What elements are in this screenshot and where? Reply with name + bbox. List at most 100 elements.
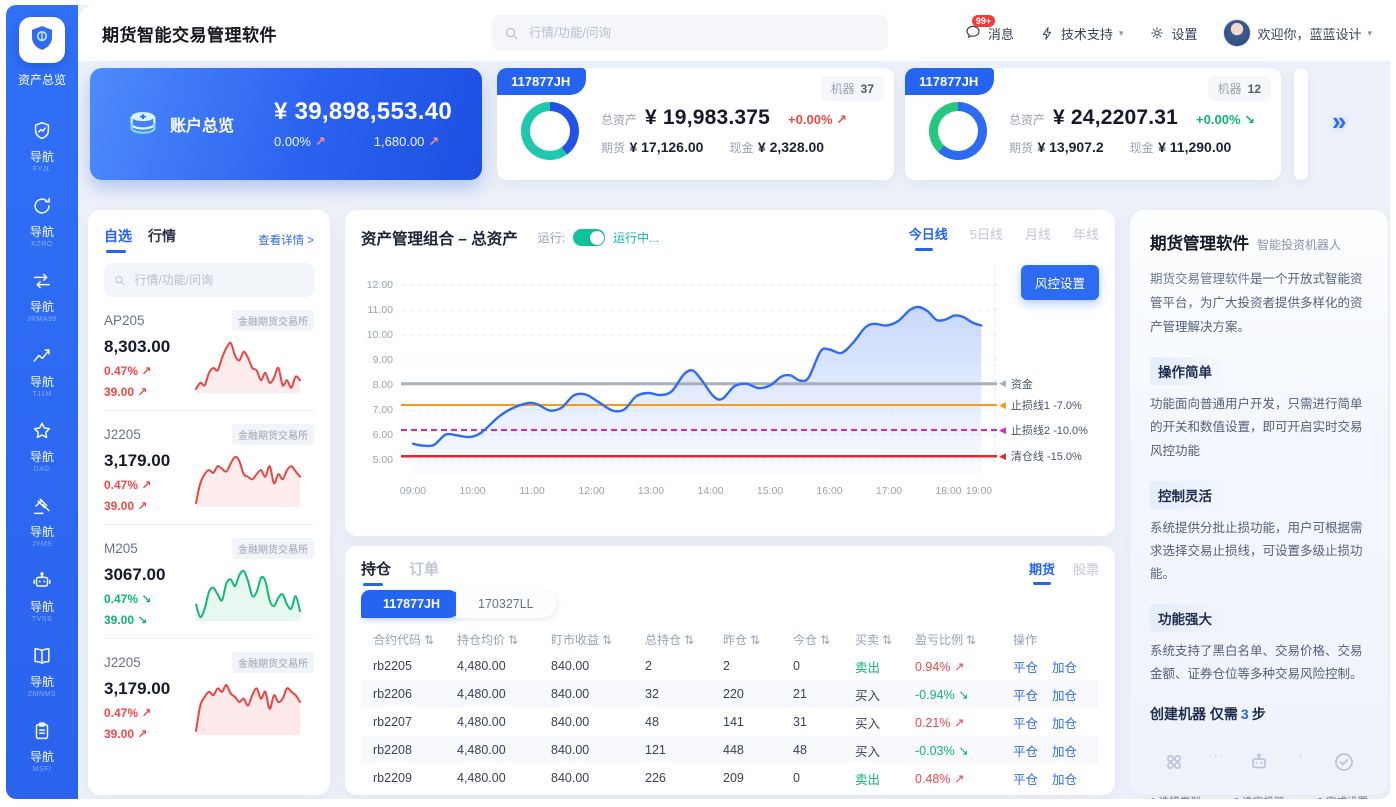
sidebar-item-sublabel: TJ1M	[32, 391, 52, 398]
x-tick-label: 13:00	[637, 485, 665, 497]
sidebar-nav: 导航 FYJL 导航 KZRO 导航 JRMA99 导航 TJ1M 导航	[6, 98, 78, 773]
left-marker-icon: ◀	[999, 450, 1006, 461]
y-tick-label: 12.00	[366, 279, 393, 291]
close-position-link[interactable]: 平仓	[1013, 688, 1039, 703]
table-cell: 121	[645, 743, 666, 757]
risk-settings-button[interactable]: 风控设置	[1020, 265, 1099, 300]
add-position-link[interactable]: 加仓	[1052, 688, 1078, 703]
add-position-link[interactable]: 加仓	[1052, 716, 1078, 731]
promo-section-powerful: 功能强大 系统支持了黑白名单、交易价格、交易金额、证券仓位等多种交易风险控制。	[1150, 604, 1368, 686]
top-header: 期货智能交易管理软件 99+ 消息 技术支持 ▾ 设置	[78, 5, 1390, 61]
table-header: 合约代码 ⇅ 持仓均价 ⇅ 盯市收益 ⇅ 总持仓 ⇅ 昨仓 ⇅ 今仓 ⇅ 买卖 ⇅ 盈亏比例 ⇅…	[361, 626, 1099, 652]
trend-arrow-icon: ↗	[141, 706, 152, 720]
tab-favorites[interactable]: 自选	[104, 226, 132, 253]
app-logo[interactable]	[19, 17, 65, 63]
watchlist-item[interactable]: M205 金融期货交易所 3067.00 0.47% ↘ 39.00 ↘	[104, 525, 314, 639]
tab-futures[interactable]: 期货	[1029, 559, 1055, 585]
side-cell: 买入	[855, 716, 881, 731]
step-arrow-icon: ·›·	[1208, 749, 1225, 761]
x-tick-label: 18:00	[935, 485, 962, 497]
search-icon	[505, 27, 518, 39]
table-cell: 840.00	[551, 687, 590, 701]
tab-orders[interactable]: 订单	[409, 561, 440, 578]
table-row: rb2207 4,480.00 840.00 48 141 31 买入 0.21% ↗ 平仓 加仓	[361, 708, 1099, 736]
y-axis: 12.00 11.00 10.00 9.00 8.00 7.00 6.00 5.00	[361, 261, 401, 476]
sidebar-item-7[interactable]: 导航 TVSS	[6, 569, 78, 623]
watchlist-search-input[interactable]	[132, 272, 304, 288]
col-avg-price[interactable]: 持仓均价 ⇅	[457, 632, 519, 647]
total-assets-label: 总资产	[601, 112, 638, 127]
tech-support-menu[interactable]: 技术支持 ▾	[1040, 24, 1123, 43]
add-position-link[interactable]: 加仓	[1052, 744, 1078, 759]
tab-year-line[interactable]: 年线	[1072, 227, 1099, 242]
close-position-link[interactable]: 平仓	[1013, 772, 1039, 787]
sidebar-item-9[interactable]: 导航 MSFI	[6, 719, 78, 773]
col-mtm-profit[interactable]: 盯市收益 ⇅	[551, 632, 613, 647]
section-heading: 控制灵活	[1150, 480, 1226, 509]
positions-card: 持仓 订单 期货 股票 117877JH 170327LL 合约代码 ⇅ 持仓均价…	[345, 546, 1115, 795]
watchlist-item[interactable]: J2205 金融期货交易所 3,179.00 0.47% ↗ 39.00 ↗	[104, 411, 314, 525]
sidebar-item-1[interactable]: 导航 FYJL	[6, 119, 78, 173]
tab-5day-line[interactable]: 5日线	[969, 227, 1003, 242]
chart-area: 12.00 11.00 10.00 9.00 8.00 7.00 6.00 5.00 ◀ 资金 ◀…	[361, 261, 1099, 481]
add-position-link[interactable]: 加仓	[1052, 772, 1078, 787]
view-details-link[interactable]: 查看详情 >	[258, 234, 314, 247]
account-tab-1[interactable]: 117877JH	[361, 590, 463, 618]
sidebar-item-4[interactable]: 导航 TJ1M	[6, 344, 78, 398]
run-toggle[interactable]	[573, 229, 606, 246]
section-text: 功能面向普通用户开发，只需进行简单的开关和数值设置，即可开启实时交易风控功能	[1150, 397, 1363, 458]
threshold-label: ◀ 止损线1 -7.0%	[999, 399, 1082, 412]
sidebar-item-label: 导航	[29, 150, 54, 164]
close-position-link[interactable]: 平仓	[1013, 660, 1039, 675]
tab-month-line[interactable]: 月线	[1024, 227, 1051, 242]
settings-button[interactable]: 设置	[1149, 24, 1197, 43]
sidebar-item-label: 导航	[29, 750, 54, 764]
sidebar-item-sublabel: KZRO	[31, 241, 53, 248]
table-cell: 4,480.00	[457, 771, 506, 785]
total-pct: 0.00% ↗	[274, 134, 326, 149]
messages-button[interactable]: 99+ 消息	[964, 14, 1014, 44]
table-cell: 21	[793, 687, 807, 701]
col-total-position[interactable]: 总持仓 ⇅	[645, 632, 695, 647]
tab-today-line[interactable]: 今日线	[909, 224, 948, 251]
search-input[interactable]	[527, 25, 876, 41]
total-assets-value: ¥ 24,2207.31	[1053, 105, 1179, 129]
expand-accounts-button[interactable]: »	[1332, 106, 1347, 136]
step-label-2: 2.选定机器	[1234, 794, 1285, 799]
tab-positions[interactable]: 持仓	[361, 558, 391, 586]
col-contract-code[interactable]: 合约代码 ⇅	[373, 632, 435, 647]
tab-quotes[interactable]: 行情	[148, 228, 176, 244]
table-cell: rb2205	[373, 659, 412, 673]
pnl-ratio-cell: 0.21% ↗	[915, 715, 965, 730]
user-menu[interactable]: 欢迎你，蓝蓝设计 ▾	[1223, 19, 1372, 47]
exchange-badge: 金融期货交易所	[232, 538, 314, 559]
sparkline-chart	[195, 684, 301, 735]
watchlist-item[interactable]: AP205 金融期货交易所 8,303.00 0.47% ↗ 39.00 ↗	[104, 297, 314, 411]
logo-shield-icon	[27, 23, 57, 58]
col-yesterday[interactable]: 昨仓 ⇅	[723, 632, 761, 647]
add-position-link[interactable]: 加仓	[1052, 660, 1078, 675]
account-card-1[interactable]: 117877JH 机器 37 总资产 ¥ 19,983.375 +0.00% ↗ …	[497, 68, 894, 180]
close-position-link[interactable]: 平仓	[1013, 744, 1039, 759]
sidebar-item-2[interactable]: 导航 KZRO	[6, 194, 78, 248]
pct-change: +0.00% ↗	[788, 111, 848, 127]
watchlist-item[interactable]: J2205 金融期货交易所 3,179.00 0.47% ↗ 39.00 ↗	[104, 639, 314, 752]
account-overview-card[interactable]: 账户总览 ¥ 39,898,553.40 0.00% ↗ 1,680.00 ↗	[90, 68, 482, 180]
account-tab-2[interactable]: 170327LL	[456, 590, 556, 618]
sidebar-item-5[interactable]: 导航 DAG	[6, 419, 78, 473]
account-card-2[interactable]: 117877JH 机器 12 总资产 ¥ 24,2207.31 +0.00% ↘ …	[905, 68, 1281, 180]
sidebar-item-8[interactable]: 导航 ZMNMS	[6, 644, 78, 698]
col-side[interactable]: 买卖 ⇅	[855, 632, 893, 647]
col-pnl-ratio[interactable]: 盈亏比例 ⇅	[915, 632, 977, 647]
table-cell: 4,480.00	[457, 687, 506, 701]
threshold-label: ◀ 止损线2 -10.0%	[999, 424, 1088, 437]
x-tick-label: 15:00	[756, 485, 784, 497]
close-position-link[interactable]: 平仓	[1013, 716, 1039, 731]
sidebar-item-3[interactable]: 导航 JRMA99	[6, 269, 78, 323]
sidebar-item-6[interactable]: 导航 JYMS	[6, 494, 78, 548]
promo-section-easy: 操作简单 功能面向普通用户开发，只需进行简单的开关和数值设置，即可开启实时交易风…	[1150, 357, 1368, 462]
col-today[interactable]: 今仓 ⇅	[793, 632, 831, 647]
side-cell: 买入	[855, 744, 881, 759]
sidebar-item-label: 导航	[29, 600, 54, 614]
tab-stocks[interactable]: 股票	[1072, 562, 1099, 577]
